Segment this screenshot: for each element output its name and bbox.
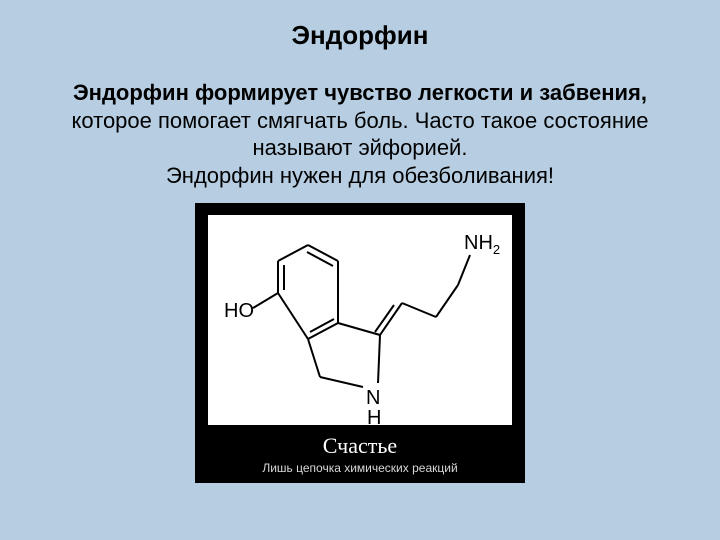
poster-caption: Счастье bbox=[323, 433, 397, 459]
body-bold-line: Эндорфин формирует чувство легкости и за… bbox=[73, 80, 647, 105]
atom-label-n: N bbox=[366, 388, 380, 408]
poster-subcaption: Лишь цепочка химических реакций bbox=[262, 461, 457, 475]
body-text: Эндорфин формирует чувство легкости и за… bbox=[71, 79, 648, 189]
atom-label-ho: HO bbox=[224, 301, 254, 321]
slide: Эндорфин Эндорфин формирует чувство легк… bbox=[0, 0, 720, 540]
molecule-diagram: HO NH2 N H bbox=[208, 215, 512, 425]
body-line-3: называют эйфорией. bbox=[253, 135, 468, 160]
body-line-2: которое помогает смягчать боль. Часто та… bbox=[71, 108, 648, 133]
page-title: Эндорфин bbox=[292, 20, 429, 51]
body-line-4: Эндорфин нужен для обезболивания! bbox=[166, 163, 554, 188]
atom-label-h: H bbox=[367, 408, 381, 428]
demotivator-poster: HO NH2 N H Счастье Лишь цепочка химическ… bbox=[195, 203, 525, 483]
atom-label-nh2: NH2 bbox=[464, 233, 500, 256]
